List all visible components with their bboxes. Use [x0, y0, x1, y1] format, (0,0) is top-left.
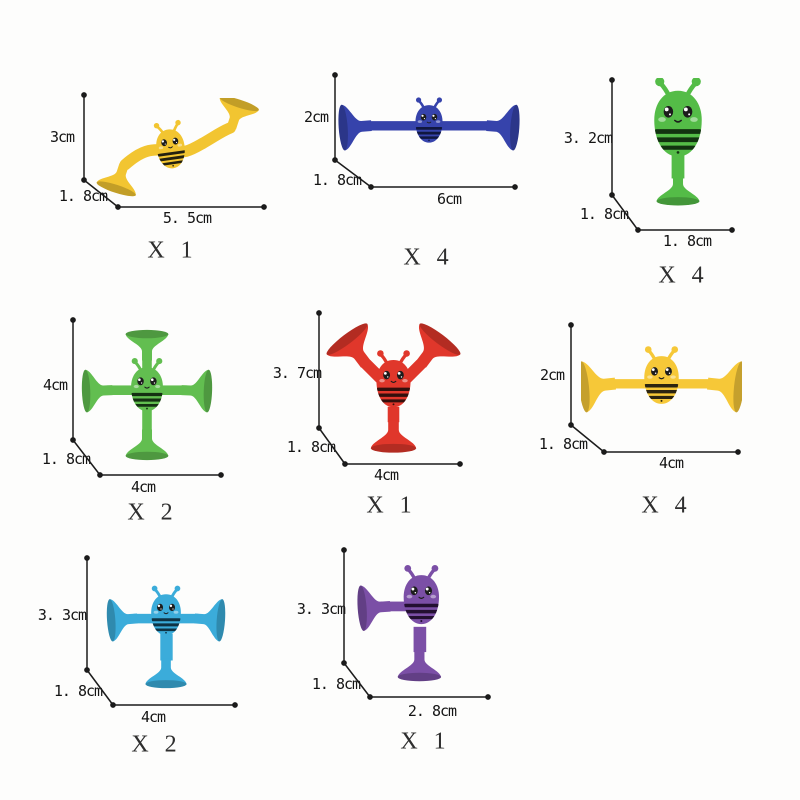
width-label: 4cm	[658, 454, 684, 472]
height-label: 3. 3cm	[296, 600, 346, 618]
height-label: 2cm	[303, 108, 329, 126]
height-label: 3cm	[49, 128, 75, 146]
height-label: 3. 2cm	[563, 129, 613, 147]
quantity-label: X 1	[366, 492, 412, 519]
quantity-label: X 2	[131, 731, 177, 758]
depth-label: 1. 8cm	[538, 435, 588, 453]
height-label: 3. 3cm	[37, 606, 87, 624]
toy-illustration-purple-side	[357, 564, 442, 682]
depth-label: 1. 8cm	[58, 187, 108, 205]
quantity-label: X 4	[403, 244, 449, 271]
width-label: 2. 8cm	[407, 702, 457, 720]
depth-label: 1. 8cm	[286, 438, 336, 456]
quantity-label: X 2	[127, 499, 173, 526]
toy-illustration-green-cross	[81, 329, 213, 461]
width-label: 1. 8cm	[662, 232, 712, 250]
quantity-label: X 4	[658, 262, 704, 289]
quantity-label: X 4	[641, 492, 687, 519]
toy-illustration-blue-bar	[338, 97, 520, 151]
depth-label: 1. 8cm	[311, 675, 361, 693]
quantity-label: X 1	[147, 237, 193, 264]
height-label: 4cm	[42, 376, 68, 394]
quantity-label: X 1	[400, 728, 446, 755]
width-label: 4cm	[373, 466, 399, 484]
toy-illustration-green-standing	[654, 78, 702, 206]
toy-illustration-yellow-bar	[581, 346, 742, 413]
height-label: 3. 7cm	[272, 364, 322, 382]
height-label: 2cm	[539, 366, 565, 384]
toy-illustration-blue-tripod	[106, 585, 226, 689]
width-label: 6cm	[436, 190, 462, 208]
depth-label: 1. 8cm	[53, 682, 103, 700]
width-label: 4cm	[130, 478, 156, 496]
width-label: 4cm	[140, 708, 166, 726]
toy-illustration-red-wings	[326, 323, 461, 453]
width-label: 5. 5cm	[162, 209, 212, 227]
toy-illustration-yellow-s-curve	[96, 98, 259, 197]
